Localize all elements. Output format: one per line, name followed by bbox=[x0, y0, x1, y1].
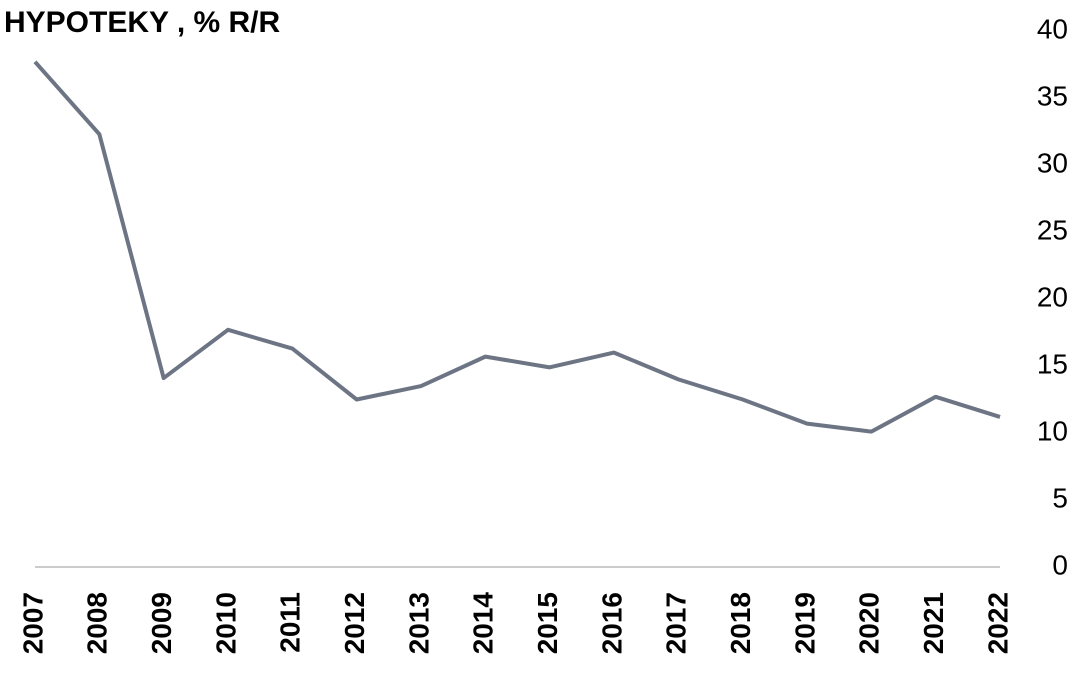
y-tick-label: 0 bbox=[1052, 549, 1068, 580]
x-tick-label: 2011 bbox=[275, 592, 306, 653]
x-tick-label: 2022 bbox=[982, 592, 1013, 654]
x-tick-label: 2009 bbox=[146, 592, 177, 654]
x-tick-label: 2019 bbox=[789, 592, 820, 654]
line-series bbox=[33, 60, 1001, 434]
x-tick-label: 2010 bbox=[210, 592, 241, 654]
y-tick-label: 10 bbox=[1037, 415, 1068, 446]
y-tick-label: 40 bbox=[1037, 13, 1068, 44]
y-tick-label: 20 bbox=[1037, 281, 1068, 312]
x-tick-label: 2018 bbox=[725, 592, 756, 654]
y-tick-label: 30 bbox=[1037, 147, 1068, 178]
y-tick-label: 5 bbox=[1052, 482, 1068, 513]
x-tick-label: 2012 bbox=[339, 592, 370, 654]
x-tick-label: 2021 bbox=[918, 592, 949, 654]
y-tick-label: 25 bbox=[1037, 214, 1068, 245]
y-tick-label: 35 bbox=[1037, 80, 1068, 111]
x-tick-label: 2016 bbox=[596, 592, 627, 654]
x-tick-label: 2014 bbox=[468, 592, 499, 655]
x-tick-label: 2017 bbox=[661, 592, 692, 654]
y-tick-label: 15 bbox=[1037, 348, 1068, 379]
x-tick-label: 2015 bbox=[532, 592, 563, 654]
x-tick-label: 2020 bbox=[854, 592, 885, 654]
x-tick-label: 2007 bbox=[17, 592, 48, 654]
x-tick-label: 2013 bbox=[403, 592, 434, 654]
chart-title: HYPOTEKY , % R/R bbox=[4, 6, 281, 39]
x-tick-label: 2008 bbox=[82, 592, 113, 654]
